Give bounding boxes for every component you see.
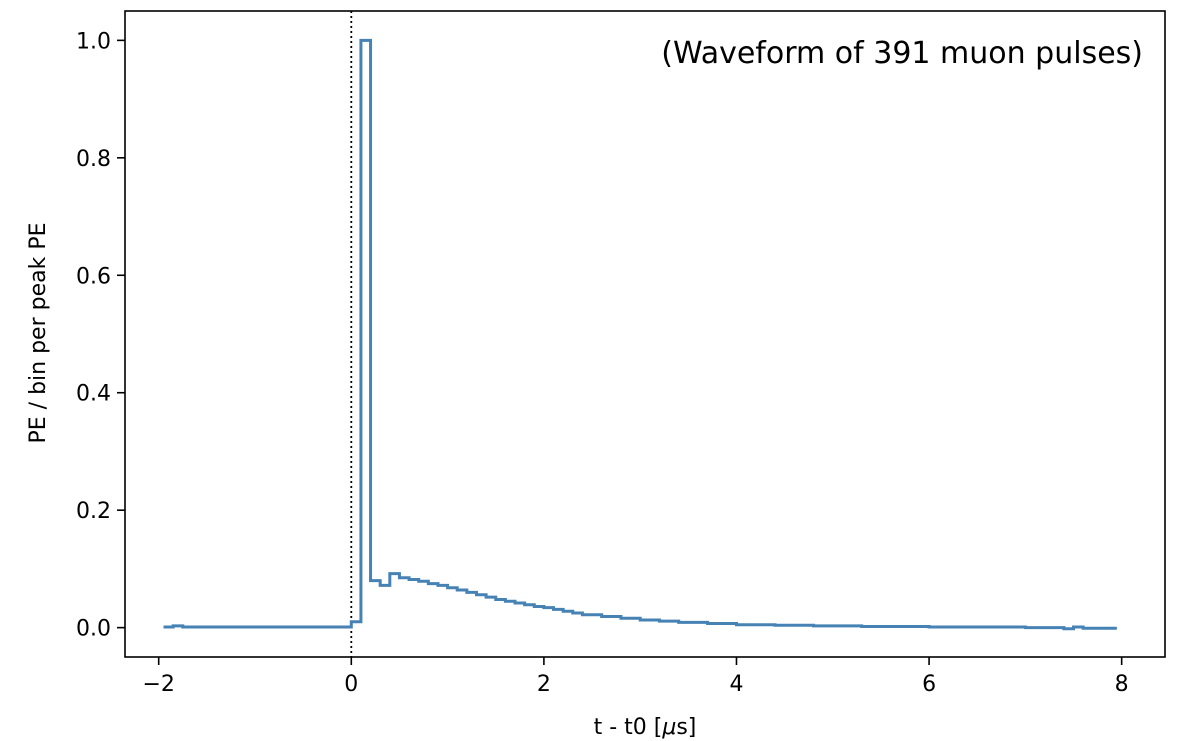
y-tick-label: 0.6 (76, 264, 111, 289)
plot-frame (124, 10, 1166, 658)
y-tick-label: 0.0 (76, 617, 111, 642)
x-tick-label: 0 (344, 672, 358, 697)
x-axis-ticks: −2 0 2 4 6 8 (142, 657, 1129, 697)
x-axis-label: t - t0 [μs] (594, 715, 697, 740)
x-tick-label: 6 (922, 672, 936, 697)
y-tick-label: 0.8 (76, 147, 111, 172)
y-tick-label: 0.2 (76, 499, 111, 524)
waveform-series-line (163, 38, 1117, 631)
annotation-text: (Waveform of 391 muon pulses) (661, 36, 1143, 71)
y-tick-label: 1.0 (76, 29, 111, 54)
y-axis-ticks: 0.0 0.2 0.4 0.6 0.8 1.0 (76, 29, 125, 642)
x-tick-label: 2 (537, 672, 551, 697)
y-axis-label: PE / bin per peak PE (26, 223, 51, 444)
y-tick-label: 0.4 (76, 382, 111, 407)
x-tick-label: 4 (729, 672, 743, 697)
x-tick-label: 8 (1115, 672, 1129, 697)
x-tick-label: −2 (142, 672, 174, 697)
